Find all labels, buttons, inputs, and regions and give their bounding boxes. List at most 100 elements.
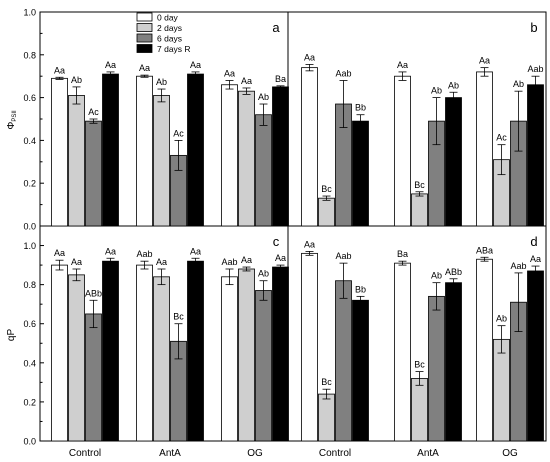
y-tick-label: 1.0 bbox=[23, 8, 36, 18]
significance-label: Aa bbox=[105, 246, 116, 256]
significance-label: Aab bbox=[221, 257, 237, 267]
bar-d-7-days-R-1 bbox=[445, 282, 462, 442]
significance-label: Aa bbox=[156, 257, 167, 267]
bar-c-7-days-R-1 bbox=[187, 260, 204, 442]
significance-label: ABb bbox=[445, 267, 462, 277]
legend-label-3: 7 days R bbox=[157, 44, 191, 54]
bar-a-6-days-2 bbox=[255, 114, 272, 227]
panel-letter-b: b bbox=[530, 20, 537, 35]
bar-d-2-days-1 bbox=[411, 378, 428, 442]
marks-layer bbox=[51, 64, 544, 442]
significance-label: Aa bbox=[304, 52, 315, 62]
bar-c-6-days-0 bbox=[85, 313, 102, 442]
significance-label: Aa bbox=[224, 68, 235, 78]
bar-d-2-days-2 bbox=[493, 338, 510, 442]
y-tick-label: 0.4 bbox=[23, 358, 36, 368]
bar-d-0-day-0 bbox=[301, 252, 318, 442]
significance-label: Ac bbox=[173, 128, 184, 138]
y-axis-title-top: ΦPSII bbox=[6, 110, 18, 130]
significance-label: Aab bbox=[527, 64, 543, 74]
legend-swatch-0 bbox=[136, 12, 153, 22]
bar-d-6-days-1 bbox=[428, 295, 445, 442]
significance-label: Aa bbox=[479, 56, 490, 66]
bar-a-0-day-0 bbox=[51, 77, 68, 227]
y-axis-title-top-main: Φ bbox=[6, 122, 17, 130]
bar-a-6-days-0 bbox=[85, 120, 102, 227]
significance-label: Ab bbox=[258, 269, 269, 279]
bar-a-2-days-0 bbox=[68, 95, 85, 227]
y-tick-label: 0.6 bbox=[23, 319, 36, 329]
significance-label: Aab bbox=[136, 249, 152, 259]
significance-label: Ab bbox=[71, 75, 82, 85]
bar-d-0-day-2 bbox=[476, 258, 493, 442]
bar-b-2-days-0 bbox=[318, 197, 335, 227]
significance-label: Aab bbox=[510, 261, 526, 271]
significance-label: Aa bbox=[105, 60, 116, 70]
bar-b-7-days-R-0 bbox=[352, 120, 369, 227]
y-tick-label: 0.2 bbox=[23, 397, 36, 407]
significance-label: Ba bbox=[397, 249, 408, 259]
x-category-label: Control bbox=[69, 448, 101, 459]
significance-label: Bb bbox=[355, 103, 366, 113]
bar-b-0-day-2 bbox=[476, 71, 493, 227]
bar-a-0-day-1 bbox=[136, 75, 153, 227]
significance-label: Ab bbox=[496, 314, 507, 324]
y-tick-label: 0.2 bbox=[23, 179, 36, 189]
significance-label: Aa bbox=[530, 254, 541, 264]
bar-a-7-days-R-2 bbox=[272, 86, 289, 227]
bar-b-2-days-1 bbox=[411, 193, 428, 227]
significance-label: Bc bbox=[321, 377, 332, 387]
y-tick-label: 0.8 bbox=[23, 50, 36, 60]
significance-label: Aa bbox=[139, 63, 150, 73]
bar-a-7-days-R-0 bbox=[102, 73, 119, 227]
bar-a-0-day-2 bbox=[221, 84, 238, 227]
significance-label: Ab bbox=[448, 80, 459, 90]
bar-d-0-day-1 bbox=[394, 262, 411, 442]
significance-label: Bc bbox=[321, 184, 332, 194]
bar-a-7-days-R-1 bbox=[187, 73, 204, 227]
bar-d-7-days-R-0 bbox=[352, 299, 369, 442]
significance-label: Aa bbox=[304, 239, 315, 249]
significance-label: Aab bbox=[335, 68, 351, 78]
bar-c-2-days-0 bbox=[68, 274, 85, 442]
panel-letter-a: a bbox=[272, 20, 280, 35]
bar-c-6-days-2 bbox=[255, 290, 272, 442]
y-tick-label: 0.4 bbox=[23, 136, 36, 146]
significance-label: Aa bbox=[54, 65, 65, 75]
legend-label-2: 6 days bbox=[157, 34, 182, 44]
significance-label: Ac bbox=[88, 107, 99, 117]
y-tick-label: 0.0 bbox=[23, 222, 36, 232]
bar-c-2-days-1 bbox=[153, 276, 170, 442]
bar-a-2-days-1 bbox=[153, 95, 170, 227]
significance-label: ABb bbox=[85, 288, 102, 298]
x-category-label: OG bbox=[502, 448, 518, 459]
significance-label: Aab bbox=[335, 251, 351, 261]
legend-label-1: 2 days bbox=[157, 23, 182, 33]
panel-letter-c: c bbox=[273, 234, 280, 249]
significance-label: Ab bbox=[431, 86, 442, 96]
significance-label: Bc bbox=[414, 180, 425, 190]
bar-d-2-days-0 bbox=[318, 393, 335, 442]
y-tick-label: 1.0 bbox=[23, 241, 36, 251]
y-axis-title-bottom: qP bbox=[6, 329, 17, 342]
bar-c-7-days-R-2 bbox=[272, 266, 289, 442]
x-category-label: OG bbox=[247, 448, 263, 459]
y-tick-label: 0.8 bbox=[23, 280, 36, 290]
legend-label-0: 0 day bbox=[157, 13, 179, 23]
significance-label: Aa bbox=[275, 253, 286, 263]
significance-label: Aa bbox=[71, 257, 82, 267]
significance-label: ABa bbox=[476, 245, 493, 255]
significance-label: Aa bbox=[241, 76, 252, 86]
x-category-label: AntA bbox=[159, 448, 181, 459]
significance-label: Bb bbox=[355, 284, 366, 294]
x-category-label: Control bbox=[319, 448, 351, 459]
legend-swatch-3 bbox=[136, 44, 153, 53]
significance-label: Ab bbox=[431, 271, 442, 281]
significance-label: Aa bbox=[190, 60, 201, 70]
bar-c-0-day-0 bbox=[51, 264, 68, 442]
x-category-label: AntA bbox=[417, 448, 439, 459]
bar-c-2-days-2 bbox=[238, 268, 255, 442]
bar-b-0-day-0 bbox=[301, 67, 318, 227]
y-tick-label: 0.0 bbox=[23, 437, 36, 447]
bar-b-7-days-R-2 bbox=[527, 84, 544, 227]
